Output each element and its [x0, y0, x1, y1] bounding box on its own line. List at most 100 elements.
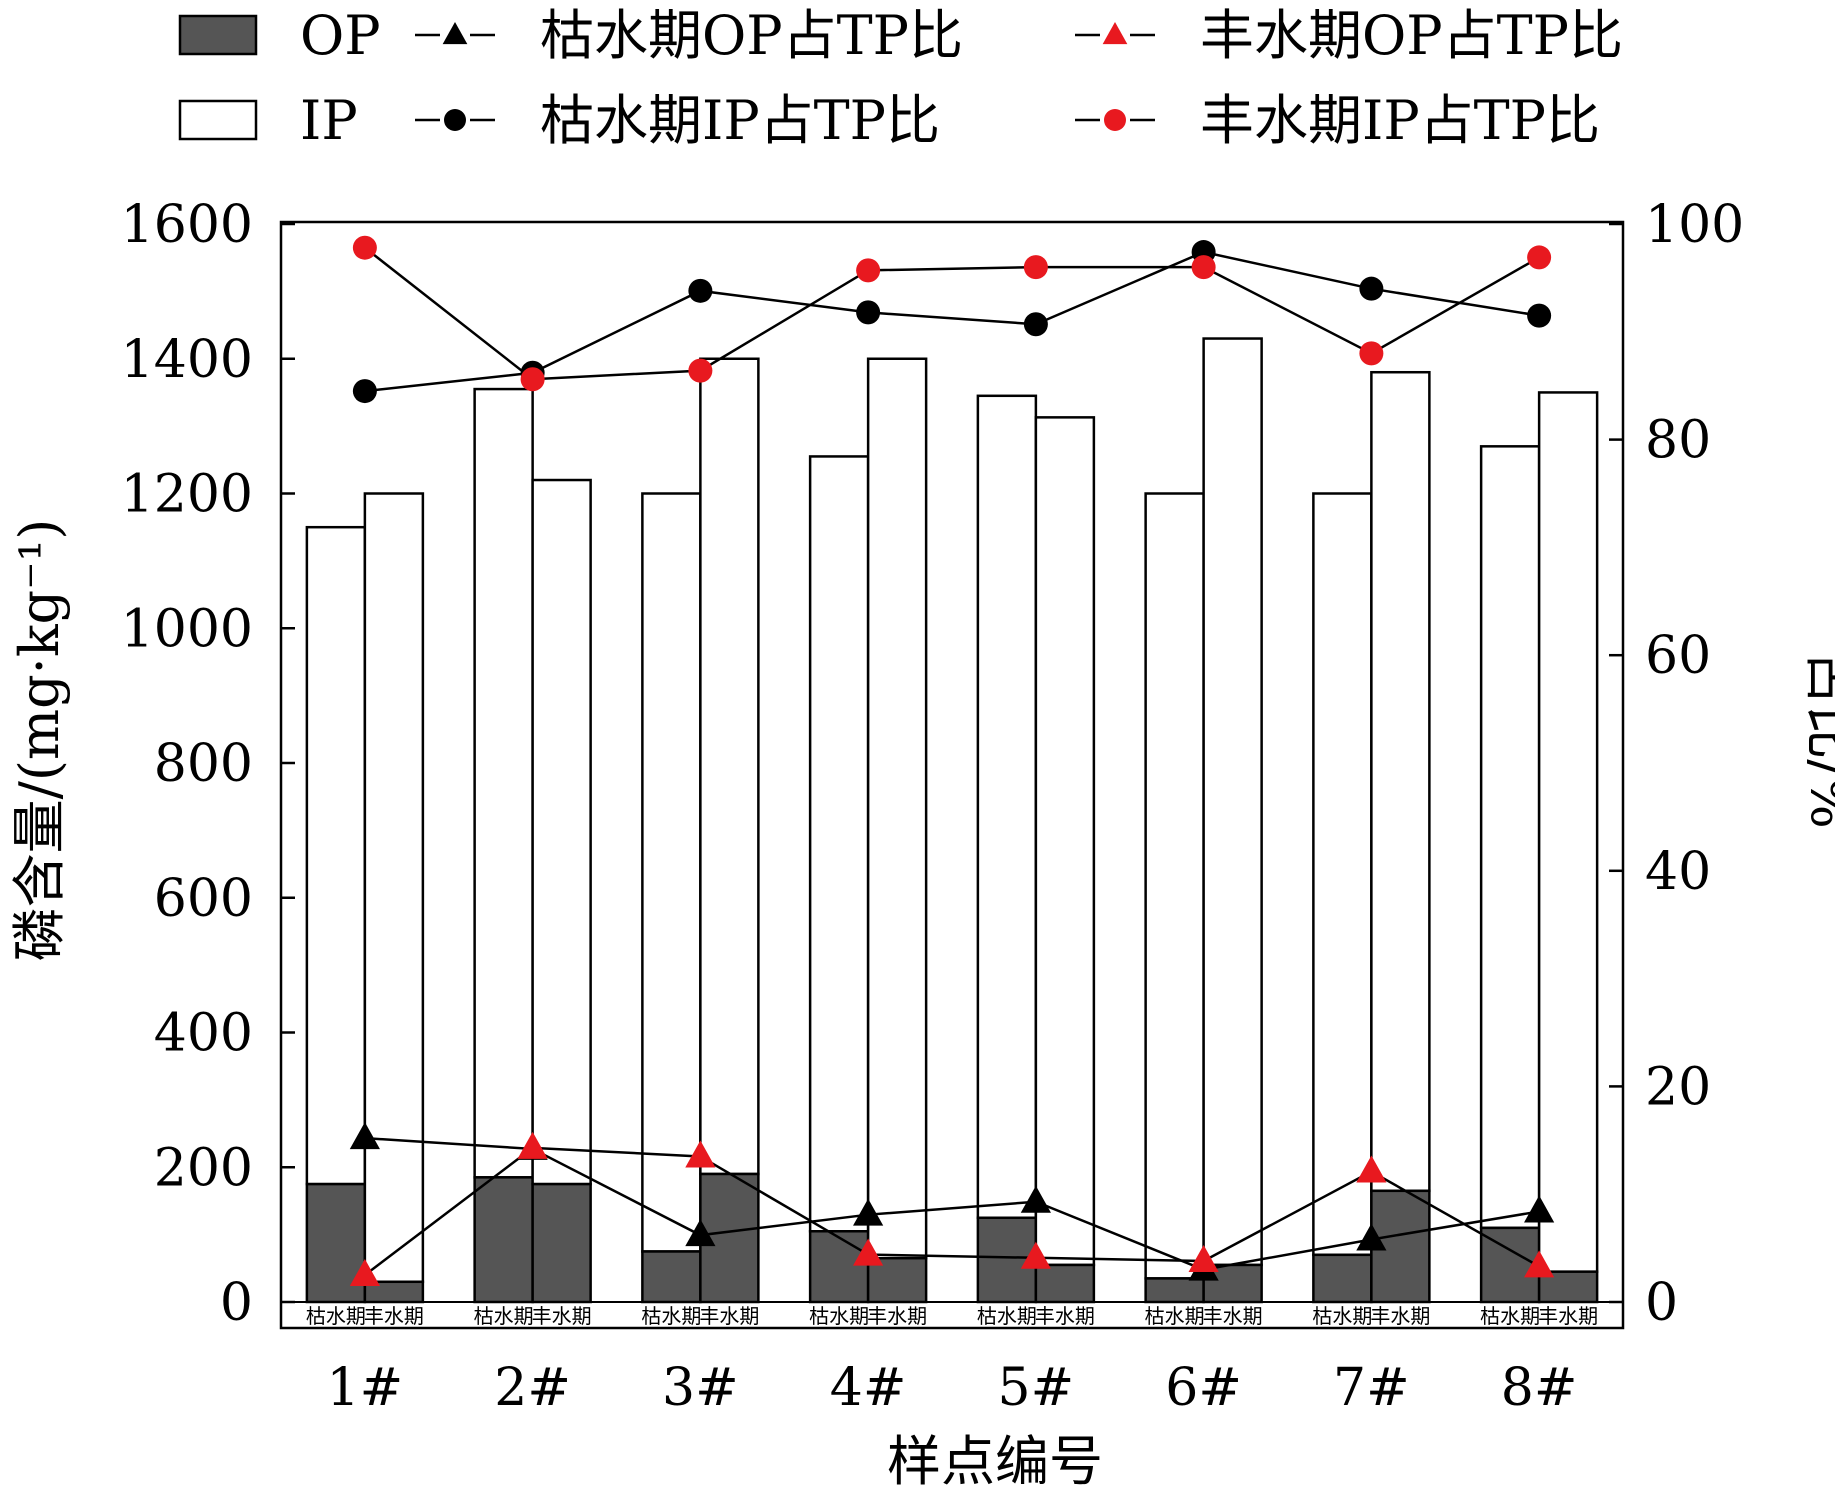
season-label: 枯水期: [809, 1304, 869, 1328]
legend-item: OP: [178, 4, 381, 67]
series-point-circle: [688, 358, 713, 383]
series-point-circle: [352, 235, 377, 260]
x-tick-label: 7#: [1333, 1358, 1410, 1418]
legend-item: 丰水期IP占TP比: [1075, 89, 1600, 152]
series-point-triangle: [517, 1131, 548, 1159]
y-axis-title: 磷含量/(mg·kg⁻¹): [8, 519, 71, 962]
bar-ip-wet: [1034, 416, 1096, 1267]
bar-ip-dry: [305, 525, 367, 1186]
legend-label: 枯水期IP占TP比: [540, 89, 940, 152]
y-tick-label: 1600: [121, 195, 253, 255]
bar-ip-dry: [473, 387, 534, 1179]
y-tick-label: 800: [154, 734, 253, 794]
bar-op-dry: [641, 1250, 702, 1304]
season-label: 枯水期: [1145, 1304, 1205, 1328]
legend-label: IP: [300, 89, 358, 152]
series-line: [364, 1146, 1540, 1277]
series-point-circle: [1527, 303, 1552, 328]
series-point-triangle: [685, 1140, 716, 1168]
y2-axis-title: 占比/%: [1799, 651, 1835, 829]
season-label: 丰水期: [1370, 1304, 1430, 1328]
x-tick-label: 4#: [830, 1358, 907, 1418]
season-label: 丰水期: [699, 1304, 759, 1328]
series-line: [364, 246, 1540, 381]
legend-item: 丰水期OP占TP比: [1075, 4, 1623, 67]
bar-ip-wet: [363, 492, 425, 1284]
bar-ip-dry: [1144, 492, 1205, 1280]
legend-label: 丰水期OP占TP比: [1200, 4, 1623, 67]
legend-swatch: [178, 14, 258, 56]
series-point-triangle: [1356, 1223, 1387, 1251]
series-point-triangle: [1188, 1245, 1219, 1273]
bar-ip-wet: [699, 357, 760, 1176]
legend-item: IP: [178, 89, 358, 152]
series-point-triangle: [349, 1122, 380, 1150]
y2-tick-label: 40: [1645, 842, 1711, 902]
lines: [349, 235, 1555, 1287]
series-point-circle: [1527, 245, 1552, 270]
bar-ip-wet: [1202, 337, 1263, 1267]
y-tick-label: 1200: [121, 465, 253, 525]
axes: 0 200 400 600 800 1000 1200 1400 1600 0 20 40 60 80 10…: [121, 195, 1745, 1418]
bar-ip-dry: [976, 394, 1038, 1220]
legend-item: 枯水期OP占TP比: [415, 4, 963, 67]
series-point-triangle: [1020, 1241, 1051, 1269]
x-axis-title: 样点编号: [887, 1430, 1103, 1493]
series-point-triangle: [853, 1238, 884, 1266]
season-label: 枯水期: [641, 1304, 701, 1328]
season-label: 枯水期: [306, 1304, 366, 1328]
season-label: 丰水期: [364, 1304, 424, 1328]
series-point-triangle: [1020, 1185, 1051, 1213]
y-tick-label: 200: [154, 1138, 253, 1198]
series-point-circle: [856, 300, 881, 325]
bar-ip-dry: [641, 492, 702, 1253]
bar-op-wet: [1537, 1270, 1599, 1304]
series-point-circle: [856, 258, 881, 283]
bar-op-dry: [1312, 1253, 1373, 1304]
series-5: [352, 235, 1552, 392]
legend-marker-circle: [1104, 109, 1126, 131]
y2-tick-label: 80: [1645, 411, 1711, 471]
bar-ip-dry: [1479, 445, 1541, 1230]
series-point-triangle: [685, 1219, 716, 1247]
y-tick-label: 400: [154, 1004, 253, 1064]
x-tick-label: 8#: [1501, 1358, 1578, 1418]
series-point-triangle: [1524, 1195, 1555, 1223]
bar-op-dry: [808, 1230, 870, 1304]
season-label: 丰水期: [1538, 1304, 1598, 1328]
series-point-circle: [1359, 276, 1384, 301]
season-label: 丰水期: [867, 1304, 927, 1328]
bar-ip-wet: [866, 357, 928, 1260]
bar-op-wet: [531, 1182, 592, 1304]
legend-label: OP: [300, 4, 381, 67]
y-tick-label: 0: [220, 1273, 253, 1333]
series-point-triangle: [349, 1259, 380, 1287]
season-label: 枯水期: [474, 1304, 534, 1328]
legend-item: 枯水期IP占TP比: [415, 89, 940, 152]
series-point-circle: [1023, 312, 1048, 337]
bar-ip-wet: [1537, 391, 1599, 1273]
x-tick-label: 2#: [494, 1358, 571, 1418]
series-point-circle: [352, 379, 377, 404]
season-label: 枯水期: [1480, 1304, 1540, 1328]
series-point-triangle: [853, 1198, 884, 1226]
x-tick-label: 6#: [1165, 1358, 1242, 1418]
series-3: [349, 1131, 1555, 1287]
season-label: 枯水期: [1312, 1304, 1372, 1328]
legend-marker-triangle: [1102, 22, 1128, 45]
legend-swatch: [178, 99, 258, 141]
y-tick-label: 1400: [121, 330, 253, 390]
bar-ip-dry: [808, 455, 870, 1233]
series-point-circle: [1359, 341, 1384, 366]
x-tick-label: 3#: [662, 1358, 739, 1418]
series-point-circle: [1023, 255, 1048, 280]
season-label: 丰水期: [1035, 1304, 1095, 1328]
legend-marker-circle: [444, 109, 466, 131]
legend-marker-triangle: [442, 22, 468, 45]
x-tick-label: 5#: [998, 1358, 1075, 1418]
bar-ip-dry: [1312, 492, 1373, 1257]
bar-op-dry: [473, 1176, 534, 1304]
season-label: 丰水期: [532, 1304, 592, 1328]
